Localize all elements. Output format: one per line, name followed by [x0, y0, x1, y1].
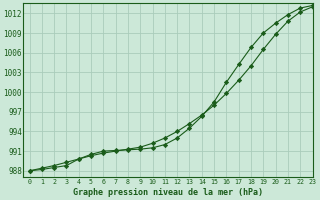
X-axis label: Graphe pression niveau de la mer (hPa): Graphe pression niveau de la mer (hPa) [73, 188, 263, 197]
